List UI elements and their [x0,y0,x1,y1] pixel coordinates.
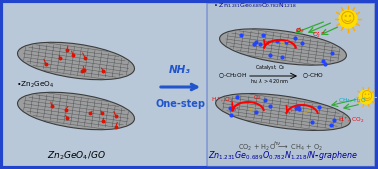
Ellipse shape [17,92,135,130]
Text: h$^+$: h$^+$ [231,105,241,114]
Text: $\bullet$Zn$_2$GeO$_4$: $\bullet$Zn$_2$GeO$_4$ [16,80,54,90]
Circle shape [339,10,357,28]
Ellipse shape [17,42,135,80]
Text: h$^+$: h$^+$ [264,39,274,48]
Ellipse shape [220,29,346,65]
Text: H$^+$, O$_2$: H$^+$, O$_2$ [211,95,233,105]
Text: $\bigcirc$-CH$_2$OH: $\bigcirc$-CH$_2$OH [218,72,248,80]
Text: H$^+$, CO$_2$: H$^+$, CO$_2$ [338,115,364,125]
Text: NH₃: NH₃ [169,65,191,75]
Text: h$^+$: h$^+$ [285,108,295,117]
Text: h$\nu$, $\lambda$ > 420 nm: h$\nu$, $\lambda$ > 420 nm [250,78,290,86]
Text: O$_2$: O$_2$ [253,93,262,102]
Text: $\bigcirc$-CHO: $\bigcirc$-CHO [302,72,324,80]
Text: CH$_4$, H$_2$O: CH$_4$, H$_2$O [338,96,367,105]
Text: $h\nu$: $h\nu$ [273,139,282,147]
Text: $\bullet$ Zn$_{1.231}$Ge$_{0.689}$O$_{0.782}$N$_{1.218}$: $\bullet$ Zn$_{1.231}$Ge$_{0.689}$O$_{0.… [213,1,297,10]
Text: $\mathit{Zn_{1.231}Ge_{0.689}O_{0.782}N_{1.218}/N}$-$\mathit{graphene}$: $\mathit{Zn_{1.231}Ge_{0.689}O_{0.782}N_… [208,149,358,162]
Text: O$_2^{\bullet-}$: O$_2^{\bullet-}$ [312,30,326,40]
Text: One-step: One-step [155,99,205,109]
Ellipse shape [215,94,350,130]
Text: $\mathit{Zn_2GeO_4/GO}$: $\mathit{Zn_2GeO_4/GO}$ [46,150,105,162]
Circle shape [359,90,373,104]
Text: O$_2$: O$_2$ [295,26,305,35]
Text: e$^-$: e$^-$ [280,40,290,48]
Text: CO$_2$ + H$_2$O $\longrightarrow$ CH$_4$ + O$_2$: CO$_2$ + H$_2$O $\longrightarrow$ CH$_4$… [237,143,322,153]
FancyBboxPatch shape [207,3,375,167]
Text: ☺: ☺ [340,11,356,27]
Text: ☺: ☺ [360,91,372,103]
Text: e$^-$: e$^-$ [248,106,258,114]
Text: e$^-$: e$^-$ [302,109,312,117]
Text: Catalyst, O$_2$: Catalyst, O$_2$ [255,63,285,72]
